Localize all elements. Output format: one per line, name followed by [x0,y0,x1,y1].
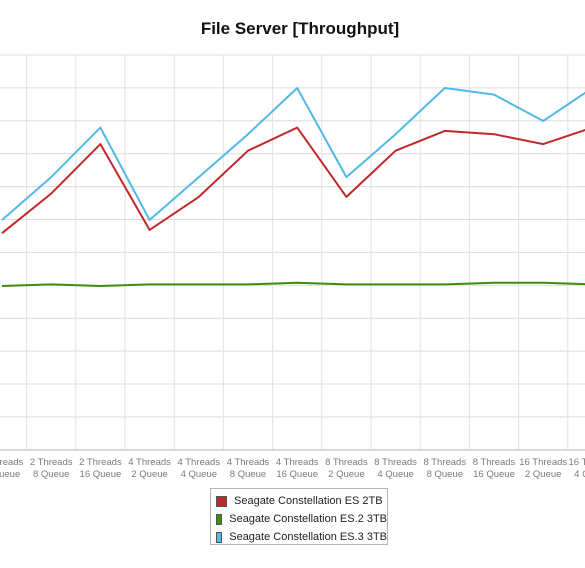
x-tick-label: 2 Threads [30,457,73,468]
legend-swatch-es3-3tb [216,531,223,543]
x-tick-label: 2 Queue [0,469,20,480]
x-tick-label: 4 Threads [276,457,319,468]
x-tick-label: 2 Queue [328,469,364,480]
x-tick-label: 16 Threads [568,457,585,468]
legend-item-es2-3tb: Seagate Constellation ES.2 3TB [211,510,387,528]
x-tick-label: 2 Queue [131,469,167,480]
legend-swatch-es2-3tb [216,513,223,525]
legend-item-es3-3tb: Seagate Constellation ES.3 3TB [211,528,387,546]
legend-item-es-2tb: Seagate Constellation ES 2TB [211,492,387,510]
series-line-0 [1,126,585,234]
legend-swatch-es-2tb [216,495,227,507]
series-line-2 [1,87,585,221]
x-tick-label: 4 Queue [574,469,585,480]
x-tick-label: 2 Queue [525,469,561,480]
x-tick-label: 4 Queue [377,469,413,480]
x-tick-label: 16 Queue [473,469,515,480]
x-tick-label: 16 Threads [519,457,567,468]
legend-label-es2-3tb: Seagate Constellation ES.2 3TB [229,513,387,525]
x-tick-label: 16 Queue [276,469,318,480]
legend: Seagate Constellation ES 2TB Seagate Con… [210,488,388,545]
x-tick-label: 8 Queue [427,469,463,480]
legend-label-es-2tb: Seagate Constellation ES 2TB [234,495,383,507]
x-tick-label: 8 Threads [473,457,516,468]
legend-label-es3-3tb: Seagate Constellation ES.3 3TB [229,531,387,543]
x-tick-label: 4 Threads [128,457,171,468]
series-lines [1,87,585,287]
x-tick-label: 8 Threads [423,457,466,468]
x-tick-label: 8 Threads [374,457,417,468]
x-tick-label: 16 Queue [80,469,122,480]
x-tick-label: 4 Threads [177,457,220,468]
grid-lines [0,54,585,451]
x-tick-label: 2 Threads [0,457,24,468]
series-line-1 [1,281,585,287]
x-tick-label: 8 Threads [325,457,368,468]
chart-title: File Server [Throughput] [200,19,400,38]
x-tick-label: 8 Queue [230,469,266,480]
x-tick-label: 4 Threads [227,457,270,468]
x-tick-label: 2 Threads [79,457,122,468]
x-tick-label: 4 Queue [181,469,217,480]
x-tick-label: 8 Queue [33,469,69,480]
